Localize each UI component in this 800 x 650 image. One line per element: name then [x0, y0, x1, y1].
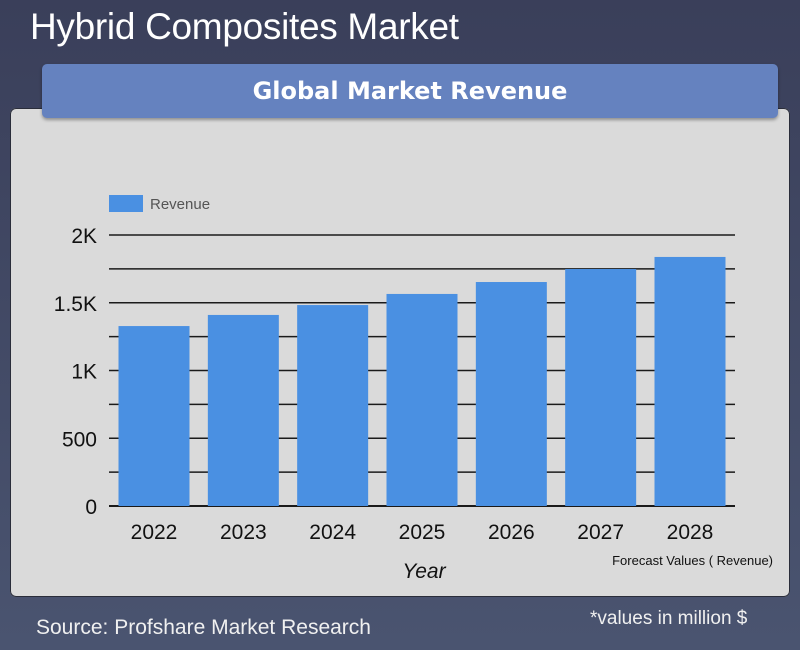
- forecast-note: Forecast Values ( Revenue): [612, 553, 773, 568]
- x-tick-label: 2027: [577, 521, 624, 544]
- page-title: Hybrid Composites Market: [30, 6, 459, 47]
- bar-2026: [475, 282, 547, 506]
- legend-swatch-revenue: [109, 195, 143, 212]
- y-tick-label: 0: [85, 496, 97, 519]
- units-note: *values in million $: [590, 608, 748, 629]
- bar-2025: [386, 293, 458, 506]
- y-tick-label: 2K: [71, 225, 97, 248]
- legend: Revenue: [109, 195, 210, 213]
- bar-2024: [297, 305, 369, 506]
- chart-banner-title: Global Market Revenue: [42, 64, 778, 118]
- x-tick-label: 2024: [309, 521, 356, 544]
- bar-2022: [118, 326, 190, 506]
- y-tick-label: 500: [62, 428, 97, 451]
- x-tick-label: 2026: [488, 521, 535, 544]
- bar-2027: [565, 269, 637, 506]
- bars: [118, 256, 726, 506]
- y-tick-label: 1.5K: [54, 293, 97, 316]
- bar-2023: [207, 314, 279, 506]
- x-tick-label: 2025: [399, 521, 446, 544]
- x-axis-ticks: 2022 2023 2024 2025 2026 2027 2028: [131, 521, 714, 544]
- x-tick-label: 2028: [667, 521, 714, 544]
- y-tick-label: 1K: [71, 361, 97, 384]
- x-tick-label: 2022: [131, 521, 178, 544]
- legend-label-revenue: Revenue: [150, 196, 210, 213]
- y-axis-ticks: 0 500 1K 1.5K 2K: [54, 225, 97, 519]
- x-axis-label: Year: [402, 560, 446, 583]
- source-note: Source: Profshare Market Research: [36, 616, 371, 639]
- bar-2028: [654, 256, 726, 506]
- x-tick-label: 2023: [220, 521, 267, 544]
